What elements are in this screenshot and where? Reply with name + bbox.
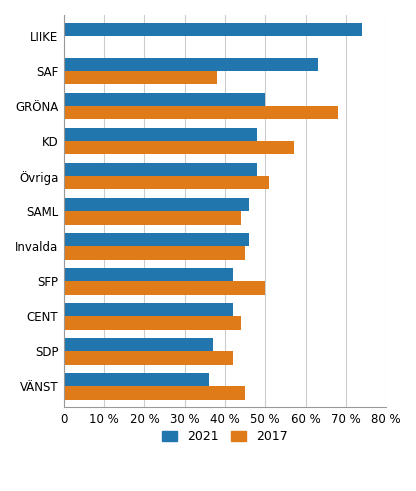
Bar	[64, 352, 233, 365]
Bar	[64, 58, 318, 71]
Bar	[64, 281, 265, 295]
Bar	[64, 233, 249, 246]
Legend: 2021, 2017: 2021, 2017	[157, 425, 293, 448]
Bar	[64, 71, 217, 84]
Bar	[64, 373, 209, 386]
Bar	[64, 176, 269, 190]
Bar	[64, 163, 257, 176]
Bar	[64, 93, 265, 106]
Bar	[64, 106, 338, 119]
Bar	[64, 386, 245, 400]
Bar	[64, 198, 249, 211]
Bar	[64, 316, 241, 329]
Bar	[64, 128, 257, 141]
Bar	[64, 141, 294, 155]
Bar	[64, 246, 245, 260]
Bar	[64, 268, 233, 281]
Bar	[64, 303, 233, 316]
Bar	[64, 338, 213, 352]
Bar	[64, 23, 362, 36]
Bar	[64, 211, 241, 224]
